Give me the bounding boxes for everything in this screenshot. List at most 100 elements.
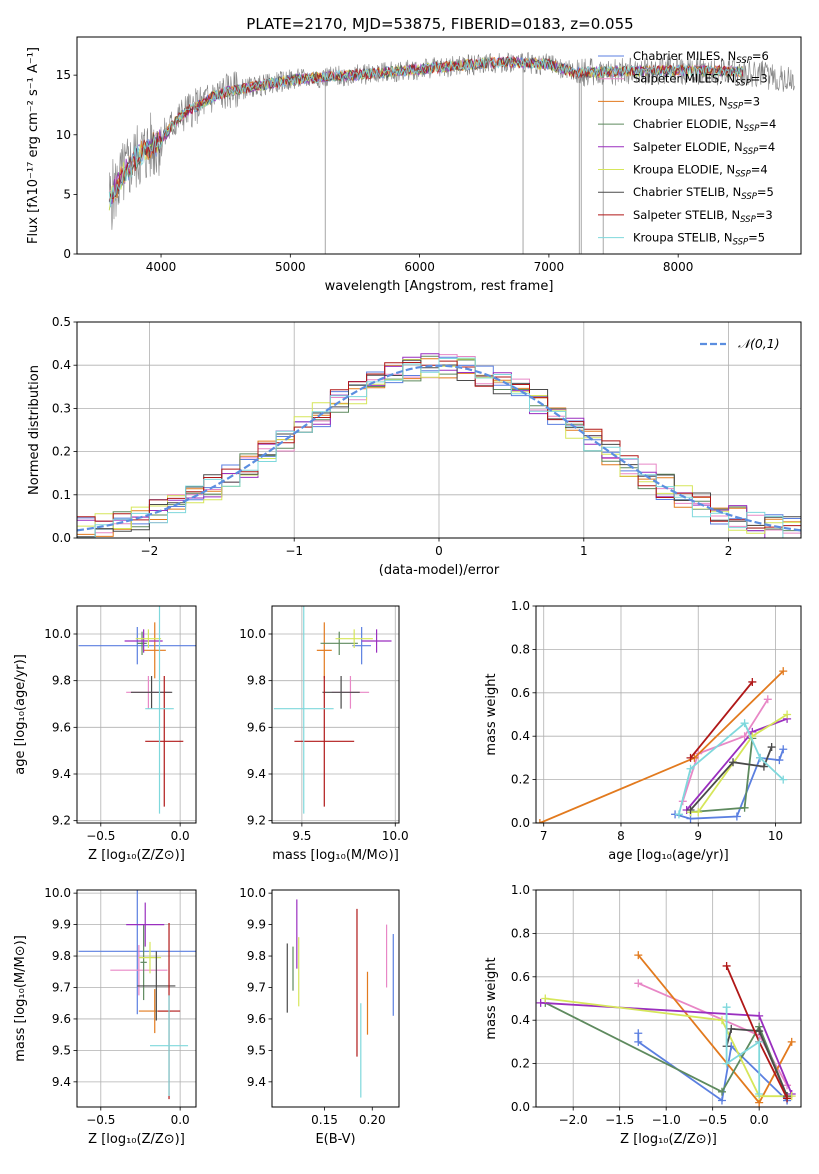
figure-title: PLATE=2170, MJD=53875, FIBERID=0183, z=0… [246, 15, 633, 33]
x-axis-label: mass [log₁₀(M/M⊙)] [272, 848, 399, 863]
legend-subscript: SSP [736, 56, 752, 66]
y-tick-label: 10.0 [44, 886, 71, 900]
weight-marker [536, 998, 545, 1007]
weight-marker [634, 951, 643, 960]
y-tick-label: 9.6 [247, 1012, 266, 1026]
y-tick-label: 15 [56, 68, 71, 82]
y-tick-label: 0.0 [52, 531, 71, 545]
y-tick-label: 0.6 [511, 970, 530, 984]
x-tick-label: −1 [285, 544, 303, 558]
y-tick-label: 0.4 [52, 358, 71, 372]
errorbar-point [316, 622, 332, 679]
y-axis-label: age [log₁₀(age/yr)] [13, 654, 28, 775]
legend-count: =3 [743, 94, 760, 108]
errorbar-point [130, 676, 173, 709]
y-tick-label: 1.0 [511, 883, 530, 897]
x-axis-label: (data-model)/error [379, 563, 500, 578]
residuals-legend: 𝒩(0,1) [700, 336, 780, 351]
weight-marker [541, 994, 550, 1003]
weight-marker [634, 1037, 643, 1046]
weight-marker [783, 710, 792, 719]
weight-marker [722, 1059, 731, 1068]
errorbar-point [137, 631, 147, 655]
x-axis-label: Z [log₁₀(Z/Z⊙)] [88, 848, 185, 863]
x-tick-label: −1.5 [605, 1113, 634, 1127]
weight_vs_age-plot [536, 667, 792, 823]
y-tick-label: 9.5 [247, 1043, 266, 1057]
errorbar-point [145, 676, 184, 807]
errorbar-point [361, 629, 392, 653]
y-axis-label: mass [log₁₀(M/M⊙)] [13, 935, 28, 1062]
legend-subscript: SSP [733, 238, 749, 248]
x-tick-label: 10.0 [382, 829, 409, 843]
age_vs_mass-plot [273, 606, 392, 814]
x-axis-label: Z [log₁₀(Z/Z⊙)] [620, 1132, 717, 1147]
errorbar-point [140, 924, 147, 1001]
age_vs_Z-axes: −0.5 0.0 9.2 9.4 9.6 9.8 10.0 Z [log₁₀(Z/Z⊙)] ag… [13, 606, 196, 863]
y-tick-label: 9.7 [247, 980, 266, 994]
weight-marker [756, 753, 765, 762]
x-tick-label: 4000 [146, 260, 177, 274]
y-tick-label: 0.1 [52, 488, 71, 502]
y-tick-label: 0 [63, 247, 71, 261]
y-tick-label: 9.2 [52, 814, 71, 828]
errorbar-point [110, 945, 168, 996]
x-tick-label: 5000 [275, 260, 306, 274]
residuals-axes: −2 −1 0 1 2 0.0 0.1 0.2 0.3 0.4 0.5 (data-model)/er… [27, 315, 801, 578]
x-tick-label: 2 [725, 544, 733, 558]
weight-marker [783, 1094, 792, 1103]
residuals-plot [77, 353, 801, 538]
x-tick-label: 0.0 [750, 1113, 769, 1127]
weight-series-line [725, 1007, 761, 1094]
errorbar-point [294, 676, 355, 807]
spectrum-legend: Chabrier MILES, NSSP=6 Salpeter MILES, NS… [598, 49, 776, 248]
weight-marker [740, 719, 749, 728]
y-tick-label: 10.0 [44, 627, 71, 641]
weight-series-line [681, 698, 769, 802]
normal-reference-curve [77, 364, 801, 532]
weight-marker [722, 961, 731, 970]
x-tick-label: 9.5 [292, 829, 311, 843]
weight-marker [755, 1089, 764, 1098]
x-axis-label: age [log₁₀(age/yr)] [608, 848, 729, 863]
legend-count: =3 [751, 72, 768, 86]
errorbar-point [78, 627, 196, 665]
weight-marker [787, 1037, 796, 1046]
legend-count: =5 [748, 231, 765, 245]
spectrum-axes: 4000 5000 6000 7000 8000 0 5 10 15 wavelength [An… [26, 47, 693, 294]
weight-marker [694, 808, 703, 817]
mass_vs_ebv-plot [286, 899, 394, 1098]
weight-marker [763, 695, 772, 704]
weight-marker [722, 1003, 731, 1012]
weight-marker [755, 1027, 764, 1036]
weight-marker [536, 819, 544, 823]
legend-subscript: SSP [728, 101, 744, 111]
weight-series-line [725, 1027, 788, 1097]
y-tick-label: 0.4 [511, 729, 530, 743]
weight-series-line [539, 670, 784, 823]
y-tick-label: 9.4 [52, 1075, 71, 1089]
x-axis-label: Z [log₁₀(Z/Z⊙)] [88, 1132, 185, 1147]
legend-label: Salpeter ELODIE, NSSP=4 [633, 140, 775, 157]
legend-label: Kroupa STELIB, NSSP=5 [633, 231, 765, 248]
weight-marker [755, 1037, 764, 1046]
errorbar-point [352, 627, 371, 665]
legend-subscript: SSP [741, 192, 757, 202]
weight_vs_age-frame [535, 605, 802, 824]
age_vs_Z-frame [76, 605, 197, 824]
weight-series-line [545, 997, 792, 1098]
y-axis-label: Normed distribution [27, 365, 42, 495]
y-tick-label: 5 [63, 187, 71, 201]
weight_vs_age-axes: 7 8 9 10 0.0 0.2 0.4 0.6 0.8 1.0 age [log₁₀(age/yr… [484, 599, 801, 863]
y-axis-label: mass weight [484, 673, 499, 755]
weight-marker [686, 805, 695, 814]
weight-marker [674, 810, 683, 819]
y-axis-label: mass weight [484, 957, 499, 1039]
weight-marker [686, 753, 695, 762]
y-tick-label: 0.2 [511, 1057, 530, 1071]
legend-subscript: SSP [735, 79, 751, 89]
errorbar-point [322, 676, 360, 709]
y-tick-label: 9.6 [52, 720, 71, 734]
x-tick-label: 0.20 [359, 1113, 386, 1127]
